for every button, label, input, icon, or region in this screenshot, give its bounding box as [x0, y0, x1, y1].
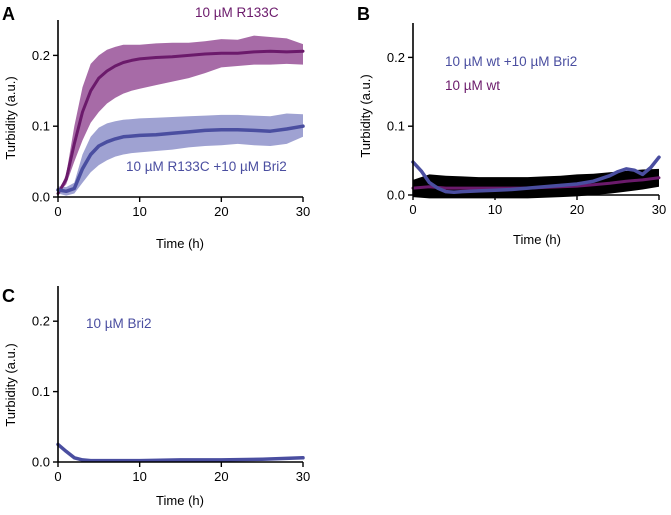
- x-tick-label: 10: [132, 204, 146, 219]
- x-tick-label: 20: [570, 202, 584, 217]
- y-tick-label: 0.2: [387, 50, 405, 65]
- error-band: [413, 168, 659, 199]
- x-axis-label: Time (h): [156, 236, 204, 251]
- y-tick-label: 0.1: [387, 119, 405, 134]
- x-tick-label: 10: [132, 469, 146, 484]
- y-tick-label: 0.1: [32, 119, 50, 134]
- x-axis-label: Time (h): [513, 232, 561, 247]
- y-tick-label: 0.0: [387, 188, 405, 203]
- y-tick-label: 0.2: [32, 48, 50, 63]
- legend-wt-bri2: 10 µM wt +10 µM Bri2: [445, 54, 577, 69]
- legend-bri2: 10 µM Bri2: [86, 316, 152, 331]
- y-axis-label: Turbidity (a.u.): [3, 343, 18, 426]
- y-axis-label: Turbidity (a.u.): [358, 74, 373, 157]
- x-tick-label: 30: [296, 469, 310, 484]
- x-tick-label: 10: [488, 202, 502, 217]
- panel-a: A 0 10 20 30 0.0 0.1 0.2 Time (h) Turbidity (a…: [2, 4, 310, 251]
- panel-b: B 0 10 20 30 0.0 0.1 0.2 Time (h) Turbidity (a…: [357, 4, 666, 247]
- panel-label-c: C: [2, 286, 15, 306]
- y-axis-label: Turbidity (a.u.): [3, 76, 18, 159]
- error-band: [58, 35, 303, 194]
- panel-c: C 0 10 20 30 0.0 0.1 0.2 Time (h) Turbidity (a…: [2, 286, 310, 508]
- x-tick-label: 30: [652, 202, 666, 217]
- y-tick-label: 0.0: [32, 455, 50, 470]
- legend-r133c-bri2: 10 µM R133C +10 µM Bri2: [126, 159, 287, 174]
- x-tick-label: 0: [54, 469, 61, 484]
- x-tick-label: 20: [214, 469, 228, 484]
- panel-label-a: A: [2, 4, 15, 24]
- legend-r133c: 10 µM R133C: [195, 5, 279, 20]
- panel-label-b: B: [357, 4, 370, 24]
- series-line: [411, 155, 661, 194]
- series-line: [56, 442, 305, 463]
- x-axis-label: Time (h): [156, 493, 204, 508]
- series-line: [56, 49, 305, 195]
- x-tick-label: 30: [296, 204, 310, 219]
- x-tick-label: 20: [214, 204, 228, 219]
- x-tick-label: 0: [409, 202, 416, 217]
- error-band: [58, 113, 303, 196]
- y-tick-label: 0.0: [32, 190, 50, 205]
- y-tick-label: 0.2: [32, 314, 50, 329]
- x-tick-label: 0: [54, 204, 61, 219]
- series-line: [56, 124, 305, 194]
- legend-wt: 10 µM wt: [445, 78, 500, 93]
- y-tick-label: 0.1: [32, 384, 50, 399]
